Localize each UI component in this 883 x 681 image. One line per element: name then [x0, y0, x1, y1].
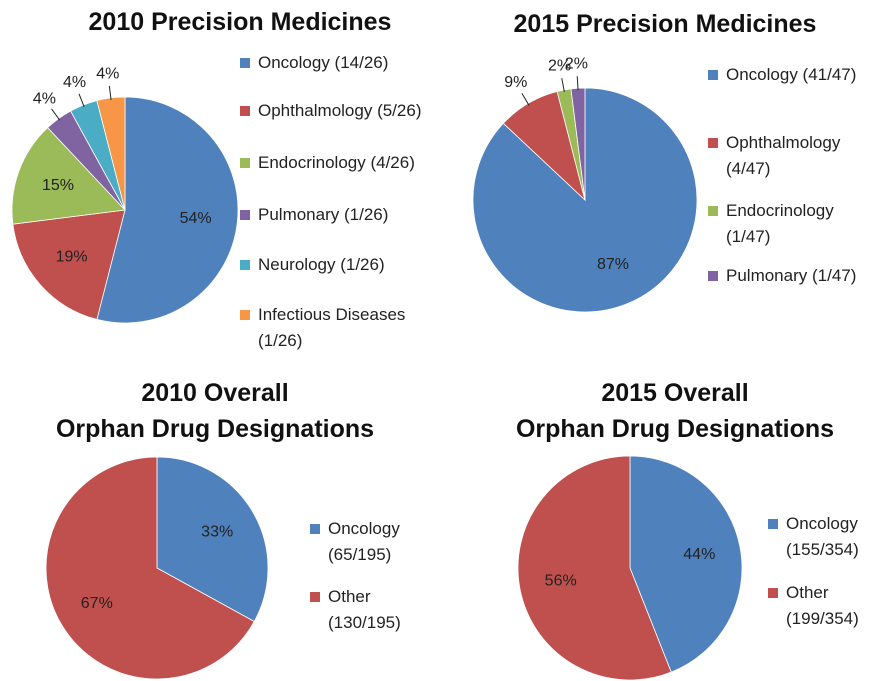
- data-label: 54%: [180, 210, 212, 227]
- legend-entry: Pulmonary (1/26): [240, 202, 430, 228]
- pie-slice: [96, 96, 239, 324]
- legend-entry: Other (199/354): [768, 580, 880, 632]
- legend-label: Infectious Diseases (1/26): [258, 305, 406, 350]
- data-label: 87%: [597, 256, 629, 273]
- legend-swatch: [310, 592, 320, 602]
- legend-swatch: [768, 588, 778, 598]
- data-label: 4%: [63, 74, 86, 91]
- legend-label: Other (199/354): [786, 583, 859, 628]
- legend-label: Neurology (1/26): [258, 255, 385, 274]
- legend-entry: Oncology (41/47): [708, 62, 880, 88]
- data-label: 15%: [42, 177, 74, 194]
- legend-entry: Oncology (14/26): [240, 50, 430, 76]
- legend-entry: Pulmonary (1/47): [708, 263, 880, 289]
- legend-swatch: [240, 158, 250, 168]
- legend-swatch: [240, 260, 250, 270]
- legend-swatch: [240, 106, 250, 116]
- data-label: 4%: [96, 65, 119, 82]
- legend-swatch: [708, 138, 718, 148]
- leader-line: [561, 78, 565, 93]
- legend-swatch: [768, 519, 778, 529]
- legend-label: Oncology (14/26): [258, 53, 389, 72]
- data-label: 33%: [201, 524, 233, 541]
- pie-slice: [156, 456, 269, 623]
- leader-line: [576, 76, 579, 91]
- data-label: 9%: [504, 74, 527, 91]
- data-label: 56%: [545, 572, 577, 589]
- leader-line: [108, 85, 112, 100]
- legend-label: Ophthalmology (4/47): [726, 133, 841, 178]
- legend-label: Oncology (41/47): [726, 65, 857, 84]
- legend-swatch: [310, 524, 320, 534]
- legend-entry: Other (130/195): [310, 584, 422, 636]
- legend-label: Ophthalmology (5/26): [258, 101, 422, 120]
- pie-slice: [517, 455, 672, 681]
- legend-entry: Endocrinology (4/26): [240, 150, 430, 176]
- legend-swatch: [240, 310, 250, 320]
- leader-line: [51, 108, 61, 121]
- legend-entry: Endocrinology (1/47): [708, 198, 880, 250]
- legend-entry: Ophthalmology (4/47): [708, 130, 880, 182]
- leader-line: [521, 93, 530, 106]
- leader-line: [78, 93, 85, 107]
- pie-slice: [12, 209, 126, 320]
- legend-label: Oncology (155/354): [786, 514, 859, 559]
- chart-title: 2015 Overall Orphan Drug Designations: [515, 379, 835, 443]
- data-label: 4%: [33, 90, 56, 107]
- data-label: 67%: [81, 595, 113, 612]
- legend-label: Pulmonary (1/26): [258, 205, 389, 224]
- legend-label: Oncology (65/195): [328, 519, 400, 564]
- chart-title: 2015 Precision Medicines: [513, 10, 817, 38]
- legend-label: Pulmonary (1/47): [726, 266, 857, 285]
- legend-label: Endocrinology (4/26): [258, 153, 415, 172]
- legend-entry: Oncology (65/195): [310, 516, 422, 568]
- pie-slice: [629, 455, 743, 673]
- legend-swatch: [708, 70, 718, 80]
- data-label: 19%: [56, 248, 88, 265]
- legend-entry: Neurology (1/26): [240, 252, 430, 278]
- legend-swatch: [240, 210, 250, 220]
- pie-slice: [45, 456, 255, 680]
- pie-slice: [11, 127, 126, 225]
- legend-label: Other (130/195): [328, 587, 401, 632]
- legend-swatch: [708, 206, 718, 216]
- chart-title: 2010 Precision Medicines: [88, 8, 392, 36]
- data-label: 2%: [565, 55, 588, 72]
- legend-entry: Ophthalmology (5/26): [240, 98, 430, 124]
- legend-swatch: [240, 58, 250, 68]
- data-label: 2%: [548, 58, 571, 75]
- legend-swatch: [708, 271, 718, 281]
- data-label: 44%: [683, 546, 715, 563]
- legend-entry: Oncology (155/354): [768, 511, 880, 563]
- legend-entry: Infectious Diseases (1/26): [240, 302, 430, 354]
- legend-label: Endocrinology (1/47): [726, 201, 834, 246]
- chart-title: 2010 Overall Orphan Drug Designations: [55, 379, 375, 443]
